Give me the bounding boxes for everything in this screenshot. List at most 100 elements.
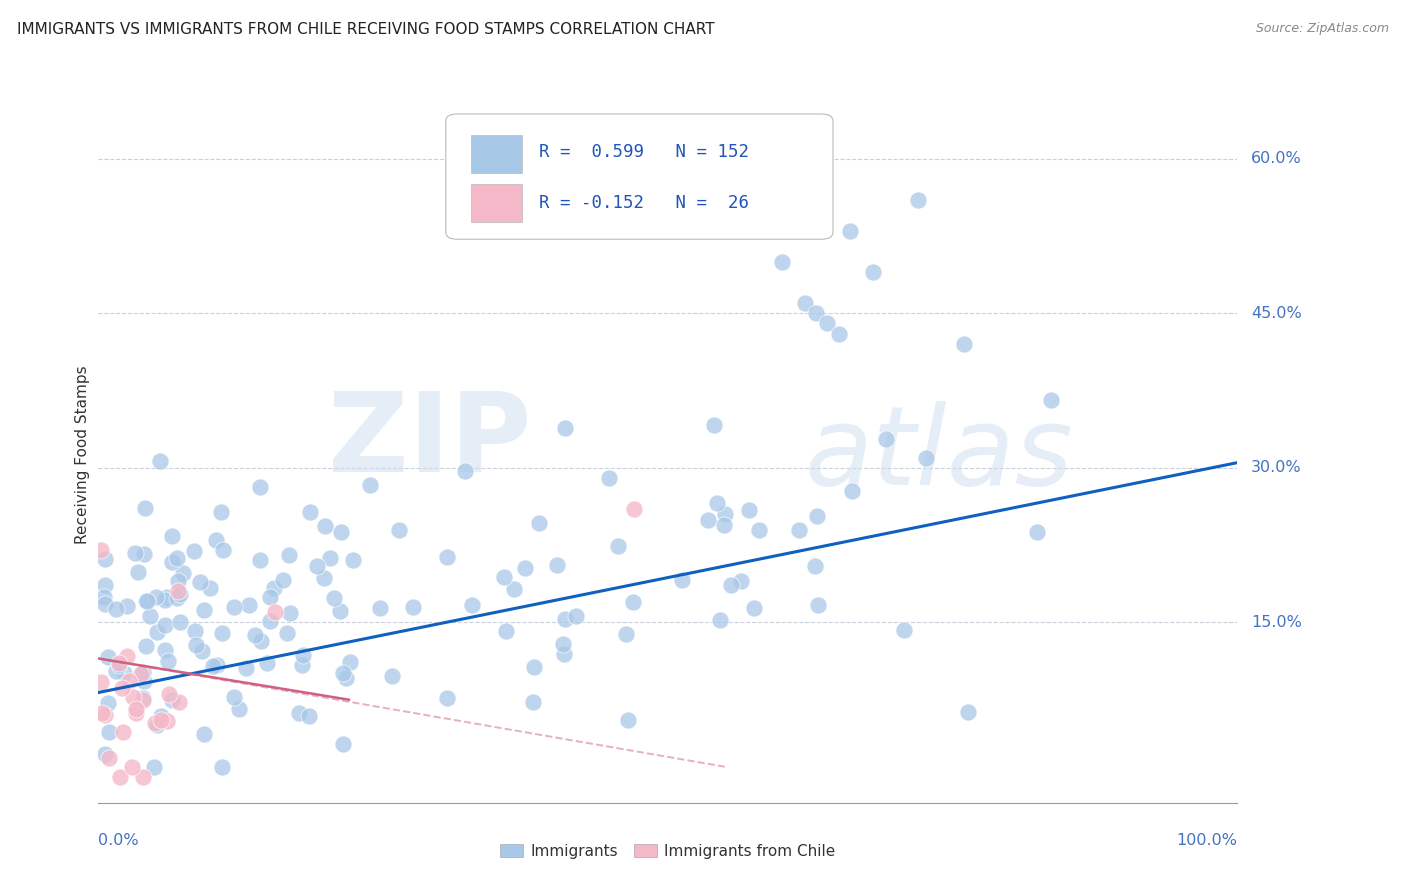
Point bbox=[742, 601, 765, 615]
Point bbox=[97, 751, 120, 765]
Point bbox=[184, 624, 207, 639]
Point bbox=[156, 590, 179, 604]
Point bbox=[793, 296, 815, 310]
Point bbox=[150, 709, 173, 723]
Point bbox=[162, 693, 184, 707]
Point bbox=[328, 604, 350, 618]
Point bbox=[335, 672, 357, 686]
Point bbox=[132, 665, 155, 679]
Point bbox=[256, 656, 278, 670]
Text: Source: ZipAtlas.com: Source: ZipAtlas.com bbox=[1256, 22, 1389, 36]
Point bbox=[202, 659, 225, 673]
Point bbox=[623, 502, 645, 516]
Point bbox=[278, 548, 301, 562]
Point bbox=[132, 770, 155, 784]
Point bbox=[184, 638, 207, 652]
Text: 60.0%: 60.0% bbox=[1251, 151, 1302, 166]
Point bbox=[166, 591, 188, 606]
Point bbox=[96, 650, 118, 665]
Point bbox=[527, 516, 550, 530]
Point bbox=[125, 706, 148, 721]
Point bbox=[249, 634, 271, 648]
Point bbox=[305, 559, 328, 574]
Point bbox=[342, 553, 364, 567]
Point bbox=[862, 265, 884, 279]
Point bbox=[156, 654, 179, 668]
Point bbox=[703, 417, 725, 432]
Point bbox=[875, 432, 897, 446]
Point bbox=[162, 529, 184, 543]
Point bbox=[288, 706, 311, 720]
Point bbox=[228, 702, 250, 716]
Point bbox=[706, 496, 728, 510]
Point bbox=[205, 658, 228, 673]
Point bbox=[907, 193, 929, 207]
Point bbox=[124, 702, 146, 716]
Point bbox=[697, 514, 720, 528]
Point bbox=[188, 575, 211, 590]
Point bbox=[388, 523, 411, 537]
Point bbox=[553, 637, 575, 651]
Point bbox=[211, 625, 233, 640]
Point bbox=[212, 542, 235, 557]
Point bbox=[97, 696, 120, 710]
Point bbox=[191, 644, 214, 658]
Point bbox=[105, 602, 128, 616]
Point bbox=[713, 517, 735, 532]
Point bbox=[193, 603, 215, 617]
Point bbox=[172, 566, 194, 581]
Point bbox=[513, 561, 536, 575]
Text: ZIP: ZIP bbox=[328, 387, 531, 494]
Point bbox=[839, 224, 862, 238]
Point bbox=[222, 690, 245, 704]
Point bbox=[720, 578, 742, 592]
Point bbox=[709, 614, 731, 628]
Point bbox=[249, 552, 271, 566]
Point bbox=[730, 574, 752, 588]
Point bbox=[503, 582, 526, 596]
Point bbox=[238, 598, 260, 612]
Point bbox=[135, 594, 157, 608]
Point bbox=[748, 523, 770, 537]
Point bbox=[127, 565, 149, 579]
Point bbox=[291, 648, 314, 663]
Point bbox=[211, 760, 233, 774]
Point bbox=[953, 337, 976, 351]
Point bbox=[770, 254, 793, 268]
Point bbox=[90, 675, 112, 690]
Point bbox=[115, 599, 138, 614]
Point bbox=[156, 714, 179, 728]
Point bbox=[401, 600, 423, 615]
Point bbox=[204, 533, 226, 547]
Point bbox=[436, 549, 458, 564]
Text: 0.0%: 0.0% bbox=[98, 833, 139, 848]
Point bbox=[607, 539, 630, 553]
Point bbox=[546, 558, 568, 573]
Point bbox=[153, 593, 176, 607]
Point bbox=[554, 612, 576, 626]
Legend: Immigrants, Immigrants from Chile: Immigrants, Immigrants from Chile bbox=[494, 838, 842, 864]
FancyBboxPatch shape bbox=[471, 135, 522, 173]
Point bbox=[166, 550, 188, 565]
Point bbox=[166, 574, 188, 588]
Point bbox=[314, 519, 336, 533]
Point bbox=[259, 614, 281, 628]
Point bbox=[136, 594, 159, 608]
Point bbox=[815, 317, 838, 331]
Point bbox=[108, 770, 131, 784]
Point bbox=[155, 642, 177, 657]
Point bbox=[149, 454, 172, 468]
Point bbox=[332, 665, 354, 680]
Point bbox=[806, 508, 828, 523]
Point bbox=[454, 464, 477, 478]
Point bbox=[198, 581, 221, 595]
Point bbox=[339, 655, 361, 669]
Point bbox=[183, 544, 205, 558]
Point bbox=[115, 649, 138, 664]
Point bbox=[249, 480, 271, 494]
Point bbox=[298, 505, 321, 519]
Point bbox=[135, 639, 157, 653]
Point bbox=[111, 681, 134, 696]
Point bbox=[134, 673, 156, 688]
Point bbox=[94, 578, 117, 592]
